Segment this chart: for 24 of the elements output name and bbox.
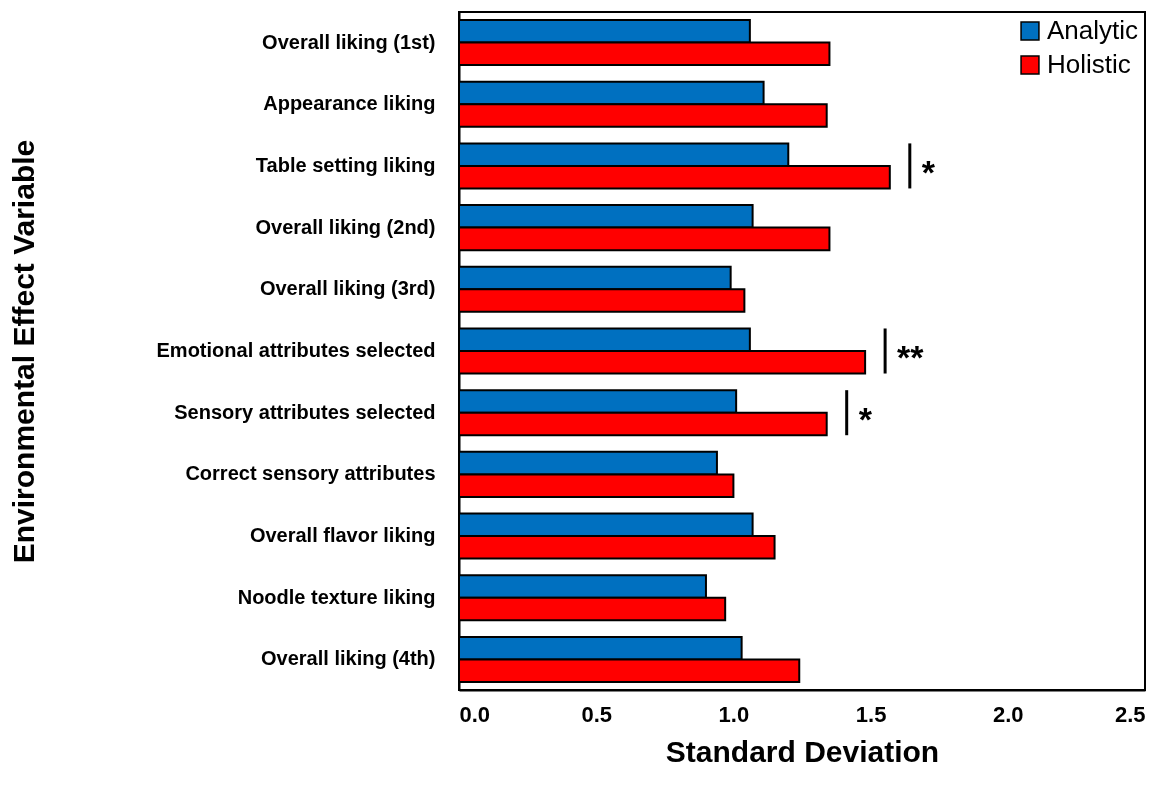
annotation: * (921, 152, 936, 191)
y-tick-label: Overall liking (3rd) (259, 277, 436, 300)
y-tick-label: Appearance liking (263, 92, 436, 115)
x-tick-label: 0.5 (581, 701, 612, 727)
y-tick-label: Overall liking (2nd) (255, 215, 436, 238)
x-axis-title: Standard Deviation (665, 734, 940, 768)
y-tick-label: Correct sensory attributes (185, 462, 436, 485)
x-tick-label: 1.0 (718, 701, 750, 727)
annotation: * (858, 399, 873, 438)
y-tick-label: Overall flavor liking (249, 524, 436, 547)
y-tick-label: Table setting liking (255, 153, 436, 176)
y-tick-label: Noodle texture liking (237, 585, 436, 608)
y-tick-label: Overall liking (1st) (262, 30, 436, 53)
y-tick-label: Sensory attributes selected (174, 400, 436, 423)
annotation: ** (897, 338, 925, 376)
y-tick-label: Emotional attributes selected (156, 339, 436, 361)
x-tick-label: 1.5 (855, 701, 887, 727)
x-tick-label: 0.0 (459, 701, 491, 727)
y-tick-label: Overall liking (4th) (261, 647, 436, 670)
legend-label: Holistic (1047, 49, 1131, 79)
legend-label: Analytic (1047, 15, 1139, 45)
y-axis-title: Environmental Effect Variable (6, 139, 40, 564)
x-tick-label: 2.0 (993, 701, 1024, 727)
x-tick-label: 2.5 (1114, 701, 1146, 727)
